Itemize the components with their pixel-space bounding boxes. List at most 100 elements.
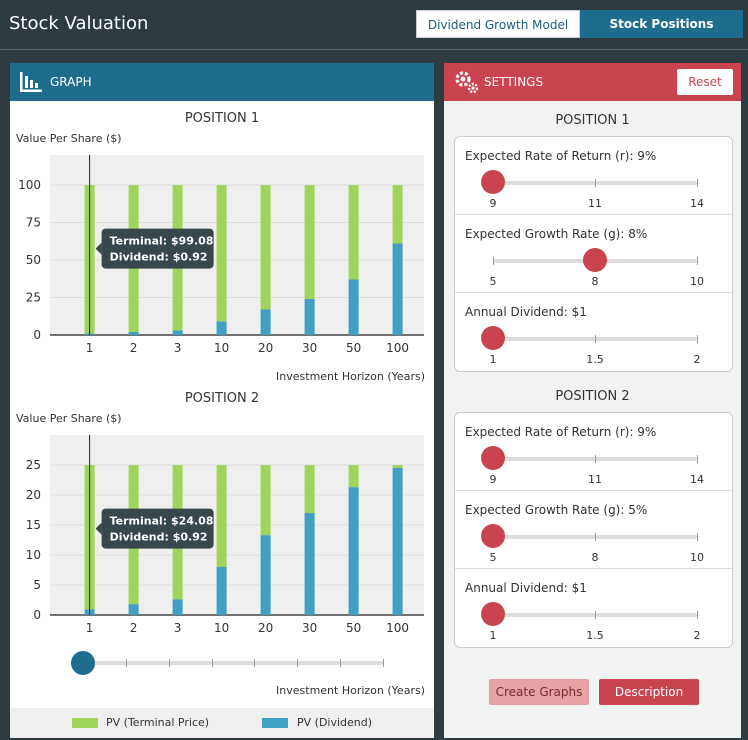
tick-label-min: 9 — [489, 197, 497, 210]
y-tick-label: 20 — [26, 488, 41, 502]
slider-handle[interactable] — [481, 170, 505, 194]
y-tick-label: 50 — [26, 253, 41, 267]
slider-track[interactable] — [493, 335, 698, 343]
tick-label-mid: 1.5 — [586, 353, 604, 366]
y-tick-label: 100 — [18, 178, 41, 192]
tooltip-pointer — [95, 522, 102, 535]
slider-tick — [697, 455, 698, 463]
horizon-tick — [297, 659, 299, 667]
gears-icon — [455, 71, 479, 94]
slider-tick — [595, 179, 596, 187]
legend-label-dividend: PV (Dividend) — [297, 716, 373, 729]
x-tick-label: 3 — [174, 621, 182, 633]
tab-dividend-growth-model[interactable]: Dividend Growth Model — [416, 10, 580, 38]
tick-label-min: 1 — [489, 629, 497, 642]
tick-label-max: 14 — [690, 473, 704, 486]
tooltip-text: Terminal: $24.08 — [110, 515, 214, 528]
bar-dividend — [392, 468, 403, 615]
x-tick-label: 10 — [214, 341, 229, 353]
bar-terminal — [260, 465, 271, 536]
x-tick-label: 1 — [86, 621, 94, 633]
setting-label: Expected Growth Rate (g): 5% — [465, 503, 648, 517]
settings-panel-title: SETTINGS — [484, 75, 544, 89]
setting-label: Expected Rate of Return (r): 9% — [465, 149, 657, 163]
setting-label: Expected Rate of Return (r): 9% — [465, 425, 657, 439]
x-tick-label: 20 — [258, 341, 273, 353]
bar-terminal — [216, 465, 227, 567]
graph-panel: GRAPH POSITION 1 Value Per Share ($) 0 25… — [10, 63, 434, 738]
chart-legend: PV (Terminal Price) PV (Dividend) — [10, 708, 434, 738]
horizon-tick — [340, 659, 342, 667]
chart-1-ylabel: Value Per Share ($) — [16, 132, 122, 145]
horizon-tick — [211, 659, 213, 667]
bar-dividend — [172, 599, 183, 615]
bar-dividend — [216, 567, 227, 615]
chart-2: 0 5 10 15 20 25 1 2 3 10 20 30 50 100 Terminal: $24.08… — [26, 435, 424, 633]
bar-chart-icon — [20, 72, 42, 92]
slider-handle[interactable] — [481, 326, 505, 350]
slider-handle[interactable] — [481, 524, 505, 548]
slider-tick — [493, 257, 494, 265]
x-tick-label: 50 — [346, 621, 361, 633]
tick-label-min: 5 — [489, 275, 497, 288]
slider-tick — [595, 533, 596, 541]
bar-dividend — [128, 604, 139, 615]
horizon-slider-handle[interactable] — [71, 651, 95, 675]
tick-label-mid: 11 — [588, 197, 602, 210]
bar-terminal — [392, 465, 403, 468]
create-graphs-button[interactable]: Create Graphs — [489, 679, 589, 705]
top-bar: Stock Valuation Dividend Growth Model St… — [0, 0, 748, 50]
x-tick-label: 2 — [130, 341, 138, 353]
bar-terminal — [392, 185, 403, 244]
bar-terminal — [260, 185, 271, 310]
tooltip-text: Terminal: $99.08 — [110, 235, 214, 248]
y-tick-label: 15 — [26, 518, 41, 532]
x-tick-label: 30 — [302, 621, 317, 633]
tick-label-mid: 1.5 — [586, 629, 604, 642]
settings-panel-header: SETTINGS Reset — [444, 63, 741, 101]
bar-dividend — [304, 513, 315, 615]
tick-label-mid: 11 — [588, 473, 602, 486]
tooltip-text: Dividend: $0.92 — [110, 531, 208, 544]
slider-tick — [595, 455, 596, 463]
graph-panel-title: GRAPH — [50, 75, 92, 89]
slider-track[interactable] — [493, 179, 698, 187]
bar-dividend — [348, 279, 359, 335]
horizon-slider-track[interactable] — [83, 659, 384, 667]
reset-button[interactable]: Reset — [677, 69, 733, 95]
setting-rate-of-return-1: Expected Rate of Return (r): 9% 9 11 14 — [455, 137, 732, 215]
slider-track[interactable] — [493, 455, 698, 463]
tick-label-max: 14 — [690, 197, 704, 210]
tick-label-max: 10 — [690, 551, 704, 564]
slider-handle[interactable] — [481, 602, 505, 626]
tick-label-min: 5 — [489, 551, 497, 564]
setting-annual-dividend-2: Annual Dividend: $1 1 1.5 2 — [455, 569, 732, 647]
tick-label-mid: 8 — [591, 551, 599, 564]
position-1-title: POSITION 1 — [555, 113, 630, 128]
slider-track[interactable] — [493, 611, 698, 619]
slider-track[interactable] — [493, 533, 698, 541]
bar-dividend — [348, 487, 359, 615]
setting-growth-rate-2: Expected Growth Rate (g): 5% 5 8 10 — [455, 491, 732, 569]
tab-stock-positions[interactable]: Stock Positions — [580, 10, 743, 38]
slider-tick — [697, 335, 698, 343]
bar-dividend — [172, 330, 183, 335]
tick-label-min: 1 — [489, 353, 497, 366]
y-tick-label: 0 — [33, 328, 41, 342]
description-button[interactable]: Description — [599, 679, 699, 705]
bar-dividend — [260, 309, 271, 335]
tick-label-max: 10 — [690, 275, 704, 288]
y-tick-label: 5 — [33, 578, 41, 592]
x-tick-label: 1 — [86, 341, 94, 353]
slider-tick — [697, 257, 698, 265]
y-tick-label: 75 — [26, 216, 41, 230]
slider-handle[interactable] — [481, 446, 505, 470]
tick-label-mid: 8 — [591, 275, 599, 288]
setting-label: Expected Growth Rate (g): 8% — [465, 227, 648, 241]
tooltip-pointer — [95, 242, 102, 255]
bar-terminal — [216, 185, 227, 322]
bar-dividend — [304, 299, 315, 335]
horizon-tick — [125, 659, 127, 667]
x-tick-label: 50 — [346, 341, 361, 353]
slider-handle[interactable] — [583, 248, 607, 272]
